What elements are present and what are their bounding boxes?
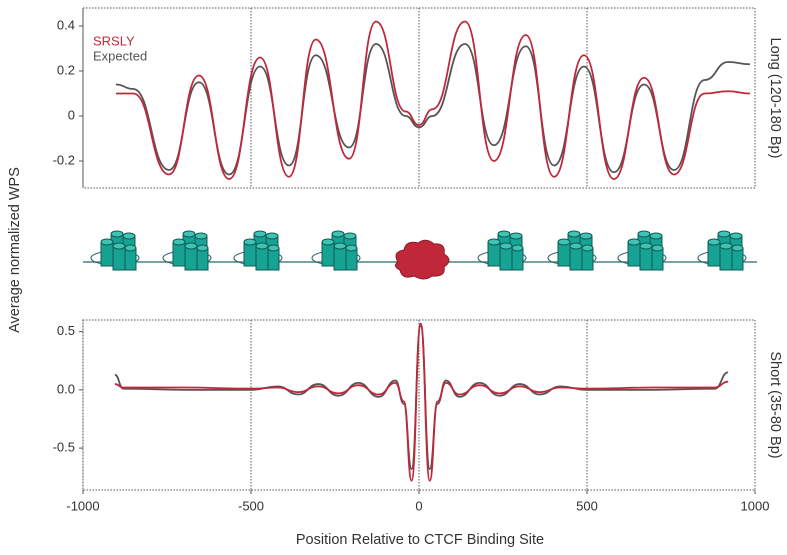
y-tick-label: 0.5 bbox=[57, 323, 75, 338]
y-axis-label: Average normalized WPS bbox=[7, 167, 23, 333]
y-tick-label: 0.4 bbox=[57, 17, 75, 32]
y-tick-label: 0.2 bbox=[57, 62, 75, 77]
nucleosome-diagram bbox=[83, 230, 757, 280]
x-tick-label: 500 bbox=[576, 498, 598, 513]
y-tick-label: 0 bbox=[68, 107, 75, 122]
x-tick-label: 1000 bbox=[741, 498, 770, 513]
line-series bbox=[114, 322, 729, 482]
x-tick-label: -500 bbox=[238, 498, 264, 513]
y-tick-label: 0.0 bbox=[57, 381, 75, 396]
y-tick-label: -0.5 bbox=[53, 440, 75, 455]
y-tick-label: -0.2 bbox=[53, 152, 75, 167]
line-series bbox=[115, 43, 750, 176]
x-tick-label: 0 bbox=[415, 498, 422, 513]
line-series bbox=[115, 20, 750, 180]
line-series bbox=[114, 324, 729, 470]
panel-label: Long (120-180 Bp) bbox=[767, 38, 783, 159]
x-axis-label: Position Relative to CTCF Binding Site bbox=[296, 532, 544, 548]
legend-entry: Expected bbox=[93, 48, 147, 63]
x-tick-label: -1000 bbox=[66, 498, 99, 513]
legend-entry: SRSLY bbox=[93, 33, 135, 48]
panel-label: Short (35-80 Bp) bbox=[767, 351, 783, 458]
